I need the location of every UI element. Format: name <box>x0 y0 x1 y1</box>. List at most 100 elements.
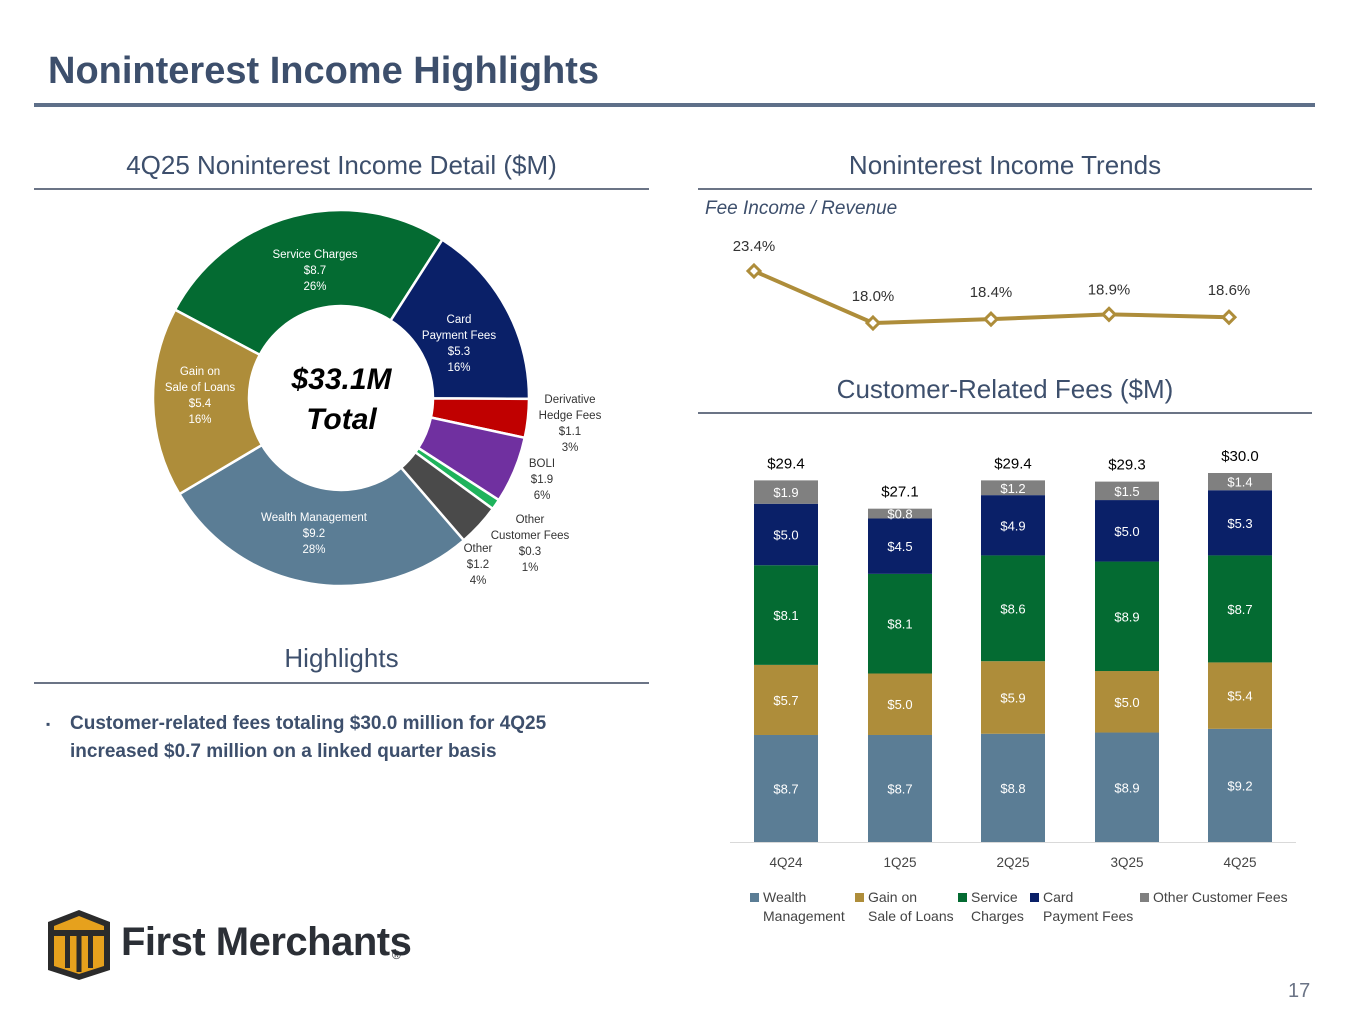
bar-label-gain-1Q25: $5.0 <box>887 697 912 712</box>
fee-ratio-label-4Q25: 18.6% <box>1208 282 1251 299</box>
donut-label-card-line-3: 16% <box>447 362 470 374</box>
bar-label-other_customer-1Q25: $0.8 <box>887 507 912 522</box>
bar-other_customer-2Q25 <box>981 480 1045 496</box>
legend-item-wealth: Wealth Management <box>750 888 845 926</box>
legend-item-service: Service Charges <box>958 888 1024 926</box>
legend-label-service-line-1: Charges <box>971 908 1024 924</box>
bar-card-4Q24 <box>754 503 818 566</box>
fees-section-title: Customer-Related Fees ($M) <box>836 374 1174 404</box>
bar-service-3Q25 <box>1095 561 1159 672</box>
donut-label-boli-line-2: 6% <box>534 490 551 502</box>
fee-ratio-point-2Q25 <box>982 311 1000 328</box>
bar-gain-4Q25 <box>1208 662 1272 729</box>
donut-label-service-line-2: 26% <box>303 281 326 293</box>
legend-swatch-card <box>1030 893 1039 902</box>
donut-slice-card <box>388 237 531 401</box>
donut-label-other-line-1: $1.2 <box>467 559 489 571</box>
donut-label-card-line-1: Payment Fees <box>422 330 496 342</box>
bar-label-other_customer-4Q24: $1.9 <box>773 485 798 500</box>
bar-service-4Q25 <box>1208 555 1272 663</box>
bar-gain-3Q25 <box>1095 671 1159 733</box>
donut-label-gain-line-0: Gain on <box>180 366 220 378</box>
legend-swatch-gain <box>855 893 864 902</box>
page-title: Noninterest Income Highlights <box>48 50 600 92</box>
donut-label-gain-line-2: $5.4 <box>189 398 212 410</box>
donut-center-amount: $33.1M <box>291 363 392 396</box>
bar-other_customer-4Q25 <box>1208 473 1272 491</box>
fee-ratio-label-1Q25: 18.0% <box>852 288 895 305</box>
logo-registered-mark: ® <box>392 948 401 962</box>
noninterest-income-donut-chart: Service Charges $8.7 26% Card Payment Fees $5… <box>151 208 602 588</box>
logo-pillar-icon <box>48 910 110 980</box>
legend-label-gain-line-1: Sale of Loans <box>868 908 954 924</box>
donut-slice-gain <box>151 308 264 496</box>
bar-other_customer-3Q25 <box>1095 481 1159 501</box>
bar-gain-4Q24 <box>754 664 818 735</box>
fee-ratio-label-2Q25: 18.4% <box>970 284 1013 301</box>
bar-total-1Q25: $27.1 <box>881 484 919 501</box>
fee-ratio-point-3Q25 <box>1100 306 1118 323</box>
bar-total-4Q25: $30.0 <box>1221 448 1259 465</box>
bar-label-gain-3Q25: $5.0 <box>1114 695 1139 710</box>
bar-service-2Q25 <box>981 555 1045 662</box>
bar-total-2Q25: $29.4 <box>994 455 1032 472</box>
bar-label-gain-2Q25: $5.9 <box>1000 690 1025 705</box>
donut-label-other_fees-line-1: Customer Fees <box>491 530 570 542</box>
donut-center-label: $33.1M Total <box>250 360 433 440</box>
bar-label-card-3Q25: $5.0 <box>1114 524 1139 539</box>
legend-item-other_customer: Other Customer Fees <box>1140 888 1288 907</box>
bar-label-service-3Q25: $8.9 <box>1114 609 1139 624</box>
donut-label-wealth-line-0: Wealth Management <box>261 512 368 524</box>
bar-total-3Q25: $29.3 <box>1108 457 1146 474</box>
fee-ratio-point-1Q25 <box>864 314 882 332</box>
legend-label-wealth-line-0: Wealth <box>763 889 807 905</box>
legend-swatch-other_customer <box>1140 893 1149 902</box>
detail-section-divider <box>34 188 649 190</box>
title-divider <box>34 103 1315 107</box>
highlights-section-divider <box>34 682 649 684</box>
legend-label-wealth-line-1: Management <box>763 908 845 924</box>
legend-item-gain: Gain on Sale of Loans <box>855 888 954 926</box>
bar-other_customer-1Q25 <box>868 508 932 519</box>
bar-category-4Q24: 4Q24 <box>769 855 803 870</box>
bar-other_customer-4Q24 <box>754 480 818 504</box>
legend-label-card-line-1: Payment Fees <box>1043 908 1134 924</box>
bar-card-4Q25 <box>1208 490 1272 556</box>
donut-label-service-line-1: $8.7 <box>304 265 326 277</box>
bar-label-gain-4Q24: $5.7 <box>773 693 798 708</box>
bar-label-gain-4Q25: $5.4 <box>1227 689 1252 704</box>
detail-section-title: 4Q25 Noninterest Income Detail ($M) <box>126 150 557 180</box>
bar-service-4Q24 <box>754 565 818 665</box>
donut-label-gain-line-3: 16% <box>188 414 211 426</box>
fee-ratio-point-4Q25 <box>1220 309 1238 326</box>
donut-label-other-line-0: Other <box>464 543 493 555</box>
bar-label-service-4Q25: $8.7 <box>1227 602 1252 617</box>
bar-category-1Q25: 1Q25 <box>883 855 916 870</box>
donut-label-other-line-2: 4% <box>470 575 487 587</box>
bar-service-1Q25 <box>868 573 932 674</box>
bar-label-wealth-4Q24: $8.7 <box>773 781 798 796</box>
fee-ratio-label-4Q24: 23.4% <box>733 238 776 255</box>
bar-category-2Q25: 2Q25 <box>996 855 1029 870</box>
donut-label-boli-line-1: $1.9 <box>531 474 553 486</box>
bar-wealth-3Q25 <box>1095 732 1159 842</box>
donut-label-wealth-line-2: 28% <box>302 544 325 556</box>
donut-label-gain-line-1: Sale of Loans <box>165 382 236 394</box>
page-number: 17 <box>1288 980 1311 1002</box>
fee-income-ratio-line-chart: 23.4% 18.0% 18.4% 18.9% 18.6% <box>733 238 1251 332</box>
customer-related-fees-bar-chart: $8.7 $5.7 $8.1 $5.0 $1.9 $29.4 4Q24 $8.7 $5.0 $8.… <box>730 448 1296 870</box>
bar-chart-legend: Wealth Management Gain on Sale of Loans Serv… <box>750 888 1310 932</box>
donut-center-caption: Total <box>306 403 377 436</box>
bar-label-service-4Q24: $8.1 <box>773 608 798 623</box>
bar-label-card-1Q25: $4.5 <box>887 539 912 554</box>
fee-income-revenue-label: Fee Income / Revenue <box>705 198 898 219</box>
fee-ratio-point-4Q24 <box>745 262 763 280</box>
donut-label-derivative-line-0: Derivative <box>544 394 595 406</box>
bar-card-1Q25 <box>868 518 932 574</box>
highlight-bullet: ▪ Customer-related fees totaling $30.0 m… <box>46 710 606 766</box>
donut-label-card-line-0: Card <box>447 314 472 326</box>
donut-label-derivative-line-1: Hedge Fees <box>539 410 602 422</box>
donut-label-derivative-line-2: $1.1 <box>559 426 581 438</box>
bar-card-3Q25 <box>1095 500 1159 562</box>
donut-slice-wealth <box>177 443 466 588</box>
